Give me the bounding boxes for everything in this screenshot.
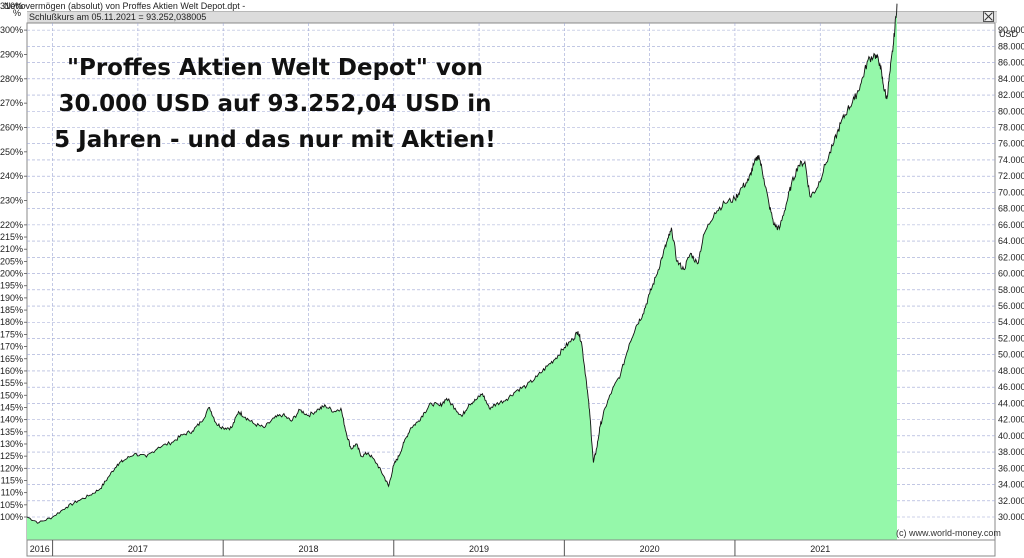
pct-tick-label: 155%: [0, 378, 23, 388]
closing-price-text: Schlußkurs am 05.11.2021 = 93.252,038005: [29, 12, 207, 22]
usd-unit-label: USD: [999, 29, 1019, 39]
pct-tick-label: 185%: [0, 305, 23, 315]
usd-tick-label: 90.000: [998, 25, 1024, 35]
usd-tick-label: 66.000: [998, 220, 1024, 230]
pct-tick-label: 130%: [0, 439, 23, 449]
usd-tick-label: 54.000: [998, 317, 1024, 327]
year-label: 2017: [128, 544, 148, 554]
pct-tick-label: 175%: [0, 329, 23, 339]
usd-tick-label: 44.000: [998, 398, 1024, 408]
year-label: 2019: [469, 544, 489, 554]
year-label: 2021: [810, 544, 830, 554]
pct-tick-label: 190%: [0, 293, 23, 303]
net-worth-area: [27, 3, 897, 540]
pct-tick-label: 310%: [0, 1, 23, 11]
usd-tick-label: 42.000: [998, 415, 1024, 425]
year-label: 2018: [298, 544, 318, 554]
pct-tick-label: 165%: [0, 354, 23, 364]
pct-tick-label: 210%: [0, 244, 23, 254]
usd-tick-label: 68.000: [998, 204, 1024, 214]
usd-tick-label: 60.000: [998, 269, 1024, 279]
usd-tick-label: 58.000: [998, 285, 1024, 295]
pct-tick-label: 180%: [0, 317, 23, 327]
pct-tick-label: 240%: [0, 171, 23, 181]
pct-tick-label: 160%: [0, 366, 23, 376]
usd-tick-label: 52.000: [998, 333, 1024, 343]
pct-tick-label: 220%: [0, 220, 23, 230]
pct-tick-label: 125%: [0, 451, 23, 461]
usd-tick-label: 76.000: [998, 139, 1024, 149]
usd-tick-label: 88.000: [998, 41, 1024, 51]
pct-tick-label: 215%: [0, 232, 23, 242]
info-bar: Schlußkurs am 05.11.2021 = 93.252,038005: [27, 11, 997, 23]
usd-tick-label: 86.000: [998, 58, 1024, 68]
series-layer: [26, 3, 898, 540]
usd-tick-label: 56.000: [998, 301, 1024, 311]
usd-tick-label: 34.000: [998, 480, 1024, 490]
headline-line-1: "Proffes Aktien Welt Depot" von: [66, 55, 483, 81]
usd-tick-label: 72.000: [998, 171, 1024, 181]
pct-tick-label: 205%: [0, 256, 23, 266]
usd-tick-label: 80.000: [998, 106, 1024, 116]
pct-tick-label: 270%: [0, 98, 23, 108]
pct-tick-label: 280%: [0, 74, 23, 84]
usd-tick-label: 36.000: [998, 463, 1024, 473]
pct-tick-label: 100%: [0, 512, 23, 522]
pct-tick-label: 105%: [0, 500, 23, 510]
usd-tick-label: 30.000: [998, 512, 1024, 522]
x-axis-strip: [26, 539, 996, 557]
headline-line-2: 30.000 USD auf 93.252,04 USD in: [58, 91, 492, 117]
percent-unit-label: %: [13, 8, 22, 18]
pct-tick-label: 250%: [0, 147, 23, 157]
pct-tick-label: 260%: [0, 122, 23, 132]
usd-tick-label: 40.000: [998, 431, 1024, 441]
close-icon[interactable]: [983, 11, 994, 22]
pct-tick-label: 290%: [0, 49, 23, 59]
usd-tick-label: 84.000: [998, 74, 1024, 84]
usd-tick-label: 70.000: [998, 187, 1024, 197]
pct-tick-label: 230%: [0, 196, 23, 206]
pct-tick-label: 150%: [0, 390, 23, 400]
pct-tick-label: 195%: [0, 281, 23, 291]
pct-tick-label: 115%: [1, 475, 23, 485]
usd-tick-label: 82.000: [998, 90, 1024, 100]
usd-tick-label: 78.000: [998, 122, 1024, 132]
usd-tick-label: 32.000: [998, 496, 1024, 506]
pct-tick-label: 140%: [0, 415, 23, 425]
pct-tick-label: 110%: [1, 488, 23, 498]
usd-tick-label: 74.000: [998, 155, 1024, 165]
usd-tick-label: 50.000: [998, 350, 1024, 360]
pct-tick-label: 135%: [0, 427, 23, 437]
headline: "Proffes Aktien Welt Depot" von 30.000 U…: [50, 50, 500, 158]
copyright-text: (c) www.world-money.com: [896, 528, 1001, 538]
window-title: Nettovermögen (absolut) von Proffes Akti…: [4, 1, 246, 11]
usd-tick-label: 64.000: [998, 236, 1024, 246]
usd-tick-label: 62.000: [998, 252, 1024, 262]
pct-tick-label: 300%: [0, 25, 23, 35]
year-label: 2020: [640, 544, 660, 554]
pct-tick-label: 200%: [0, 269, 23, 279]
headline-line-3: 5 Jahren - und das nur mit Aktien!: [54, 127, 496, 153]
usd-tick-label: 46.000: [998, 382, 1024, 392]
pct-tick-label: 145%: [0, 402, 23, 412]
net-worth-line: [26, 3, 898, 524]
usd-tick-label: 38.000: [998, 447, 1024, 457]
year-label: 2016: [30, 544, 50, 554]
usd-tick-label: 48.000: [998, 366, 1024, 376]
pct-tick-label: 170%: [0, 342, 23, 352]
pct-tick-label: 120%: [0, 463, 23, 473]
